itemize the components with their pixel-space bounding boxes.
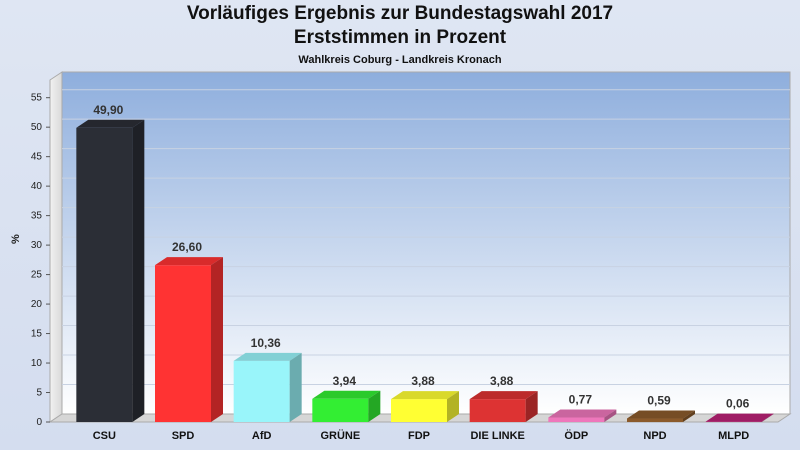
bar-fdp xyxy=(391,391,459,422)
y-tick-label: 35 xyxy=(31,211,43,222)
bar-npd xyxy=(627,410,695,422)
y-tick-label: 50 xyxy=(31,122,43,133)
y-tick-label: 15 xyxy=(31,329,43,340)
chart-title: Vorläufiges Ergebnis zur Bundestagswahl … xyxy=(186,3,614,24)
bar-front xyxy=(312,398,369,422)
bar-csu xyxy=(76,119,145,422)
value-label: 49,90 xyxy=(93,103,123,117)
bar-top xyxy=(469,391,538,400)
bar-side xyxy=(289,352,302,422)
category-label: GRÜNE xyxy=(320,429,360,442)
bar-top xyxy=(627,410,695,419)
value-label: 3,94 xyxy=(333,374,357,388)
category-label: MLPD xyxy=(718,430,749,442)
bar-top xyxy=(391,391,459,400)
bar-side xyxy=(368,390,381,422)
value-label: 26,60 xyxy=(172,240,202,254)
y-tick-label: 5 xyxy=(36,388,42,399)
value-label: 0,06 xyxy=(726,397,750,411)
bar-front xyxy=(627,418,683,422)
category-label: DIE LINKE xyxy=(470,430,524,442)
bar-ödp xyxy=(548,409,617,422)
bar-side xyxy=(761,413,774,422)
bar-side xyxy=(525,391,538,422)
category-label: AfD xyxy=(252,430,272,442)
value-label: 3,88 xyxy=(490,374,514,388)
bar-mlpd xyxy=(705,413,774,422)
bar-spd xyxy=(155,257,223,422)
bar-side xyxy=(211,257,223,422)
y-tick-label: 45 xyxy=(31,152,43,163)
category-label: SPD xyxy=(172,430,195,442)
left-wall xyxy=(49,71,63,423)
bar-side xyxy=(132,119,145,422)
chart-subtitle: Erststimmen in Prozent xyxy=(293,27,507,48)
bar-front xyxy=(469,399,526,422)
bar-grüne xyxy=(312,390,381,422)
bar-afd xyxy=(233,352,302,422)
bar-top xyxy=(312,390,381,399)
value-label: 0,59 xyxy=(647,394,671,408)
bar-front xyxy=(76,127,133,422)
y-tick-label: 0 xyxy=(36,417,42,428)
category-label: NPD xyxy=(643,430,666,442)
value-label: 0,77 xyxy=(569,392,593,406)
bar-front xyxy=(548,417,605,422)
bar-top xyxy=(233,352,302,361)
bar-side xyxy=(683,410,695,422)
chart-district: Wahlkreis Coburg - Landkreis Kronach xyxy=(298,54,502,66)
value-label: 3,88 xyxy=(411,374,435,388)
bar-front xyxy=(155,265,211,422)
y-tick-label: 40 xyxy=(31,181,43,192)
bar-top xyxy=(705,413,774,422)
y-tick-label: 55 xyxy=(31,93,43,104)
bar-die-linke xyxy=(469,391,538,422)
bar-side xyxy=(604,409,617,422)
y-tick-label: 30 xyxy=(31,240,43,251)
bar-top xyxy=(155,257,223,266)
bar-front xyxy=(391,399,447,422)
bar-side xyxy=(447,391,459,422)
y-tick-label: 20 xyxy=(31,299,43,310)
category-label: ÖDP xyxy=(564,429,588,442)
bar-top xyxy=(76,119,145,128)
category-label: CSU xyxy=(93,430,116,442)
category-label: FDP xyxy=(408,430,430,442)
bar-top xyxy=(548,409,617,418)
y-tick-label: 10 xyxy=(31,358,43,369)
y-tick-label: 25 xyxy=(31,270,43,281)
bar-front xyxy=(233,360,290,422)
value-label: 10,36 xyxy=(251,336,281,350)
